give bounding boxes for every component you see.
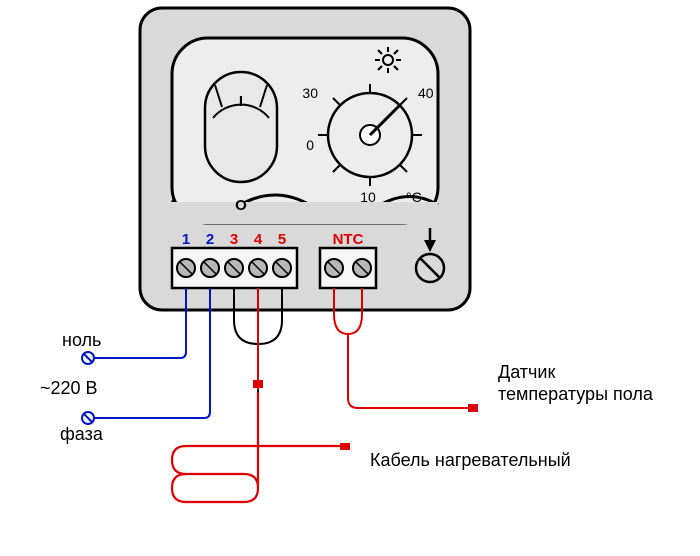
wire-ntc-main: [348, 334, 468, 408]
label-sensor-line2: температуры пола: [498, 384, 653, 405]
wiring-diagram: I O 30 0 10 40 °C: [0, 0, 700, 556]
terminal-num-4: 4: [254, 231, 263, 248]
label-neutral: ноль: [62, 330, 101, 351]
rocker-switch: I: [205, 72, 277, 182]
heating-cable-coil: [172, 392, 340, 502]
label-voltage: ~220 В: [40, 378, 98, 399]
terminal-num-1: 1: [182, 231, 190, 248]
dial-unit: °C: [406, 189, 422, 205]
label-phase: фаза: [60, 424, 103, 445]
dial-tick-30: 30: [302, 85, 318, 101]
diagram-svg: I O 30 0 10 40 °C: [0, 0, 700, 556]
ntc-label: NTC: [333, 231, 364, 248]
switch-on-label: I: [239, 93, 243, 110]
terminal-num-5: 5: [278, 231, 286, 248]
dial-tick-40: 40: [418, 85, 434, 101]
dial-tick-10: 10: [360, 189, 376, 205]
label-sensor-line1: Датчик: [498, 362, 555, 383]
dial-tick-0: 0: [306, 137, 314, 153]
switch-off-label: O: [235, 197, 247, 214]
terminal-num-3: 3: [230, 231, 238, 248]
label-heating-cable: Кабель нагревательный: [370, 450, 571, 471]
terminal-num-2: 2: [206, 231, 214, 248]
